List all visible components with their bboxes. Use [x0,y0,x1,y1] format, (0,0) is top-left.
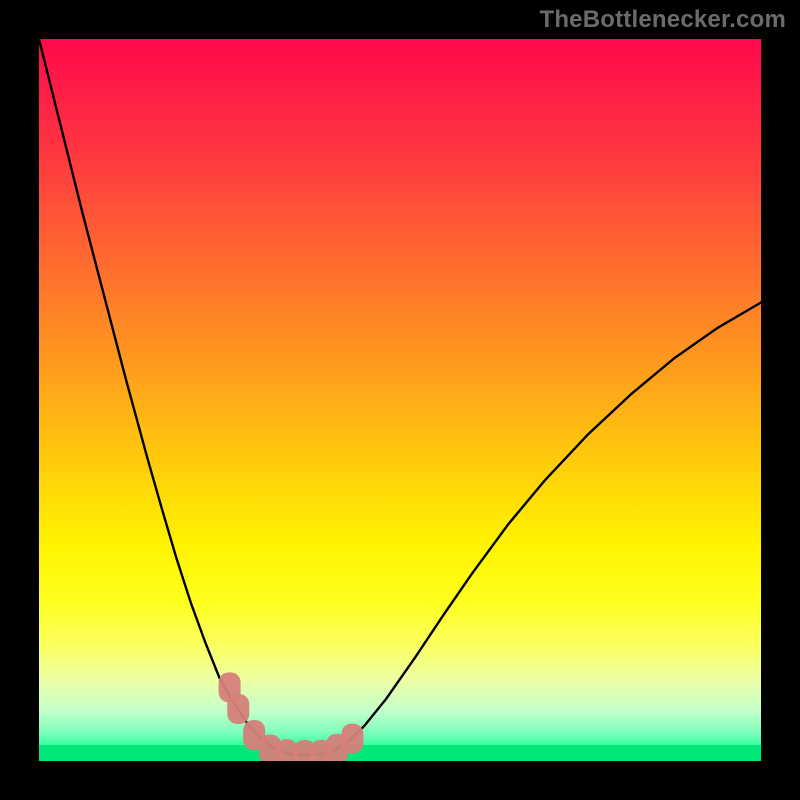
watermark-text: TheBottlenecker.com [539,6,786,34]
chart-canvas: TheBottlenecker.com [0,0,800,800]
marker-8 [341,724,363,754]
gradient-background [39,39,761,761]
plot-svg [39,39,761,761]
plot-area [39,39,761,761]
green-band [39,745,761,761]
marker-1 [227,694,249,724]
